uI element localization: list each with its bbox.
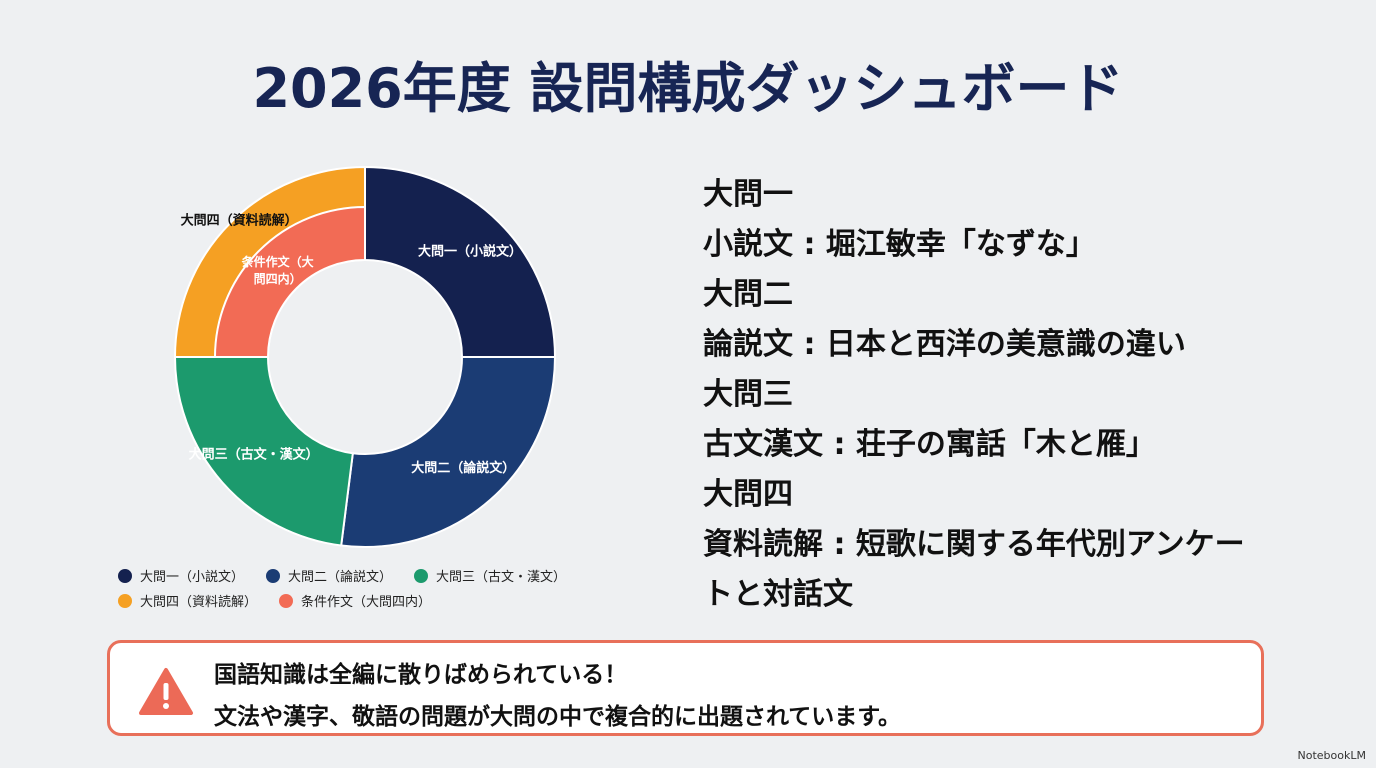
section-text: 資料読解 : 短歌に関する年代別アンケートと対話文 [703,527,1245,612]
legend: 大問一（小説文） 大問二（論説文） 大問三（古文・漢文） 大問四（資料読解） 条件作文（… [118,566,638,610]
legend-swatch [266,568,281,583]
slice-label: 大問一（小説文） [418,243,522,259]
legend-item: 大問三（古文・漢文） [414,566,566,585]
slice-label: 大問三（古文・漢文） [189,447,319,463]
section-text: 古文漢文 : 荘子の寓話「木と雁」 [703,427,1156,462]
slice-label: 大問二（論説文） [411,460,515,476]
chart: 大問一（小説文） 大問二（論説文） 大問三（古文・漢文） 大問四（資料読解） [173,165,557,548]
legend-label: 条件作文（大問四内） [301,595,432,610]
alert-box: 国語知識は全編に散りばめられている！ 文法や漢字、敬語の問題が大問の中で複合的に… [107,640,1264,736]
section-heading: 大問二 [703,277,793,312]
pie-slice [340,356,557,548]
legend-label: 大問二（論説文） [288,570,393,585]
section-text: 小説文 : 堀江敏幸「なずな」 [703,227,1096,262]
section-text: 論説文 : 日本と西洋の美意識の違い [703,327,1186,362]
legend-label: 大問四（資料読解） [140,595,258,610]
pie-slice [173,356,354,547]
watermark: NotebookLM [1297,749,1366,762]
legend-item: 大問二（論説文） [266,566,392,585]
legend-swatch [414,568,429,583]
legend-swatch [279,593,294,608]
section-list: 大問一小説文 : 堀江敏幸「なずな」 大問二論説文 : 日本と西洋の美意識の違い大… [703,170,1273,620]
nested-label: 条件作文（大問四内） [241,254,314,286]
warning-icon [139,668,193,715]
legend-swatch [118,593,132,608]
alert-text: 文法や漢字、敬語の問題が大問の中で複合的に出題されています。 [214,704,902,730]
legend-item: 条件作文（大問四内） [279,591,431,610]
section-heading: 大問三 [703,377,793,412]
legend-label: 大問一（小説文） [140,570,245,585]
pie-slice [364,165,557,358]
section-heading: 大問一 [703,177,793,212]
legend-label: 大問三（古文・漢文） [436,570,567,585]
legend-swatch [118,568,132,583]
slice-label: 大問四（資料読解） [181,213,298,229]
nested-slice [213,205,366,358]
alert-text: 国語知識は全編に散りばめられている！ [214,662,628,688]
legend-item: 大問四（資料読解） [118,591,257,610]
legend-item: 大問一（小説文） [118,566,244,585]
section-heading: 大問四 [703,477,793,512]
page-title: 2026年度 設問構成ダッシュボード [252,57,1124,120]
